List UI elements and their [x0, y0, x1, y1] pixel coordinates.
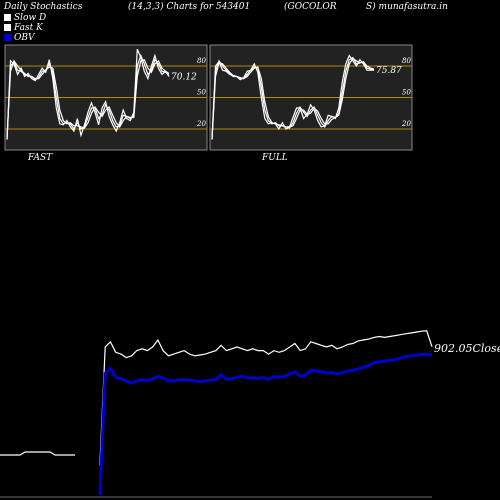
full-last-value: 75.87 [376, 66, 402, 76]
fast-panel-title: FAST [27, 153, 53, 163]
legend-slow-d: Slow D [4, 13, 46, 23]
close-value-label: 902.05Close [434, 342, 500, 355]
fast-tick-label-50: 50 [197, 89, 206, 97]
site-label: S) munafasutra.in [366, 2, 448, 12]
close-series-line [0, 451, 75, 456]
full-panel-title: FULL [261, 153, 288, 163]
full-tick-label-80: 80 [402, 57, 411, 65]
legend-fast-k: Fast K [4, 23, 43, 33]
full-series-line [211, 57, 375, 140]
legend-swatch-icon [4, 14, 11, 21]
fast-series-line [6, 48, 170, 140]
fast-last-value: 70.12 [171, 73, 197, 83]
full-tick-label-50: 50 [402, 89, 411, 97]
full-series-line [211, 56, 375, 140]
fast-tick-label-80: 80 [197, 57, 206, 65]
legend-swatch-icon [4, 24, 11, 31]
full-tick-label-20: 20 [401, 120, 411, 128]
obv-series-line [98, 352, 433, 496]
legend-obv: OBV [4, 33, 35, 43]
fast-tick-label-20: 20 [196, 120, 206, 128]
chart-title: Daily Stochastics [4, 2, 83, 12]
symbol-label: (GOCOLOR [284, 2, 337, 12]
chart-params: (14,3,3) Charts for 543401 [128, 2, 251, 12]
fast-series-line [6, 58, 170, 140]
close-series-line [99, 330, 433, 466]
legend-swatch-icon [4, 34, 11, 41]
